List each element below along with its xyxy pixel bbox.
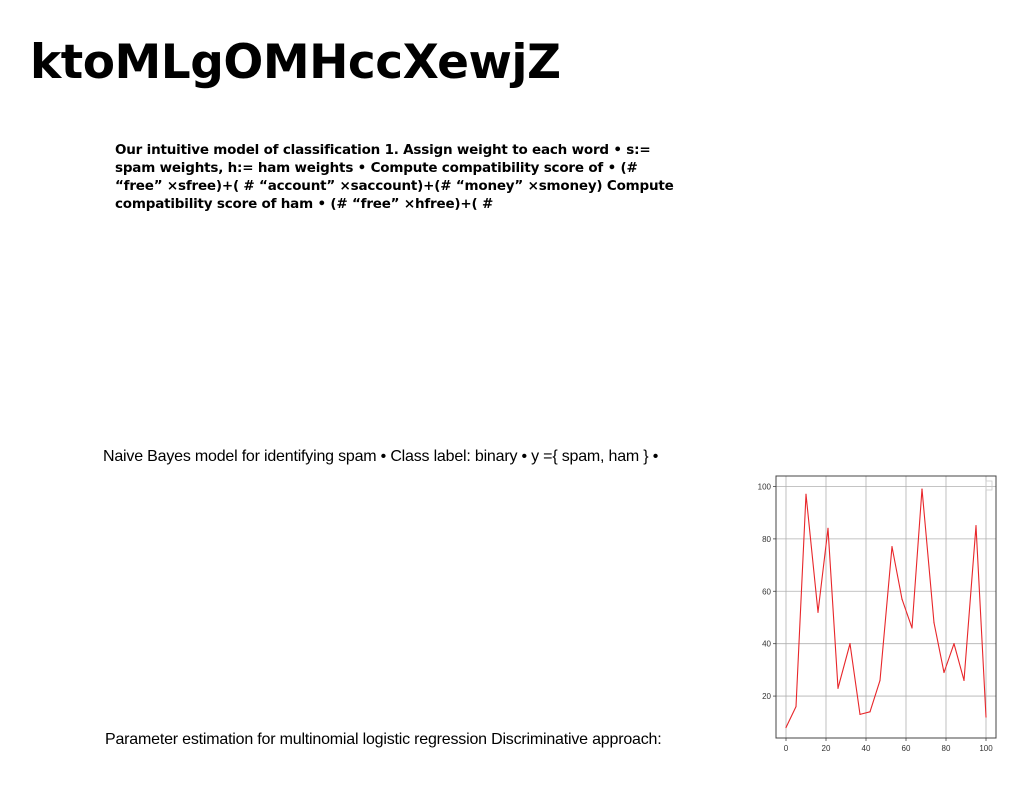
data-point-0-10	[891, 546, 893, 548]
series-line-0	[785, 488, 987, 728]
data-point-0-1	[795, 705, 797, 708]
data-point-0-16	[953, 643, 955, 645]
x-tick-label-20: 20	[822, 744, 831, 753]
data-point-0-18	[975, 525, 977, 527]
x-tick-label-0: 0	[784, 744, 789, 753]
data-point-0-19	[985, 716, 987, 718]
data-point-0-0	[785, 726, 787, 729]
data-point-0-4	[827, 527, 829, 529]
bold-paragraph: Our intuitive model of classification 1.…	[115, 142, 674, 212]
data-point-0-12	[911, 627, 913, 629]
data-point-0-6	[849, 643, 851, 645]
parameter-estimation-line: Parameter estimation for multinomial log…	[105, 731, 662, 748]
data-point-0-7	[859, 713, 861, 716]
y-tick-label-60: 60	[762, 587, 771, 596]
data-point-0-8	[869, 711, 871, 713]
data-point-0-5	[837, 687, 839, 689]
naive-bayes-line: Naive Bayes model for identifying spam •…	[103, 448, 659, 465]
plot-area	[776, 476, 996, 738]
line-chart-svg: 20 40 60 80 100 0 20 40 60 80 100	[758, 475, 997, 753]
legend-box	[985, 480, 993, 491]
x-tick-label-40: 40	[862, 744, 871, 753]
y-tick-label-100: 100	[758, 482, 772, 491]
y-tick-label-40: 40	[762, 640, 771, 649]
slide-title: ktoMLgOMHccXewjZ	[30, 35, 561, 90]
y-tick-label-20: 20	[762, 692, 771, 701]
x-tick-label-80: 80	[942, 744, 951, 753]
x-tick-label-60: 60	[902, 744, 911, 753]
x-tick-label-100: 100	[979, 744, 993, 753]
data-point-0-14	[933, 622, 935, 624]
data-point-0-15	[943, 671, 945, 674]
data-point-0-2	[805, 493, 807, 495]
line-chart: 20 40 60 80 100 0 20 40 60 80 100	[748, 470, 1002, 758]
data-point-0-13	[921, 488, 923, 490]
data-point-0-9	[879, 679, 881, 681]
data-point-0-11	[901, 598, 903, 600]
plot-frame	[775, 475, 997, 739]
data-point-0-17	[963, 679, 965, 681]
data-point-0-3	[817, 611, 819, 613]
y-tick-label-80: 80	[762, 535, 771, 544]
